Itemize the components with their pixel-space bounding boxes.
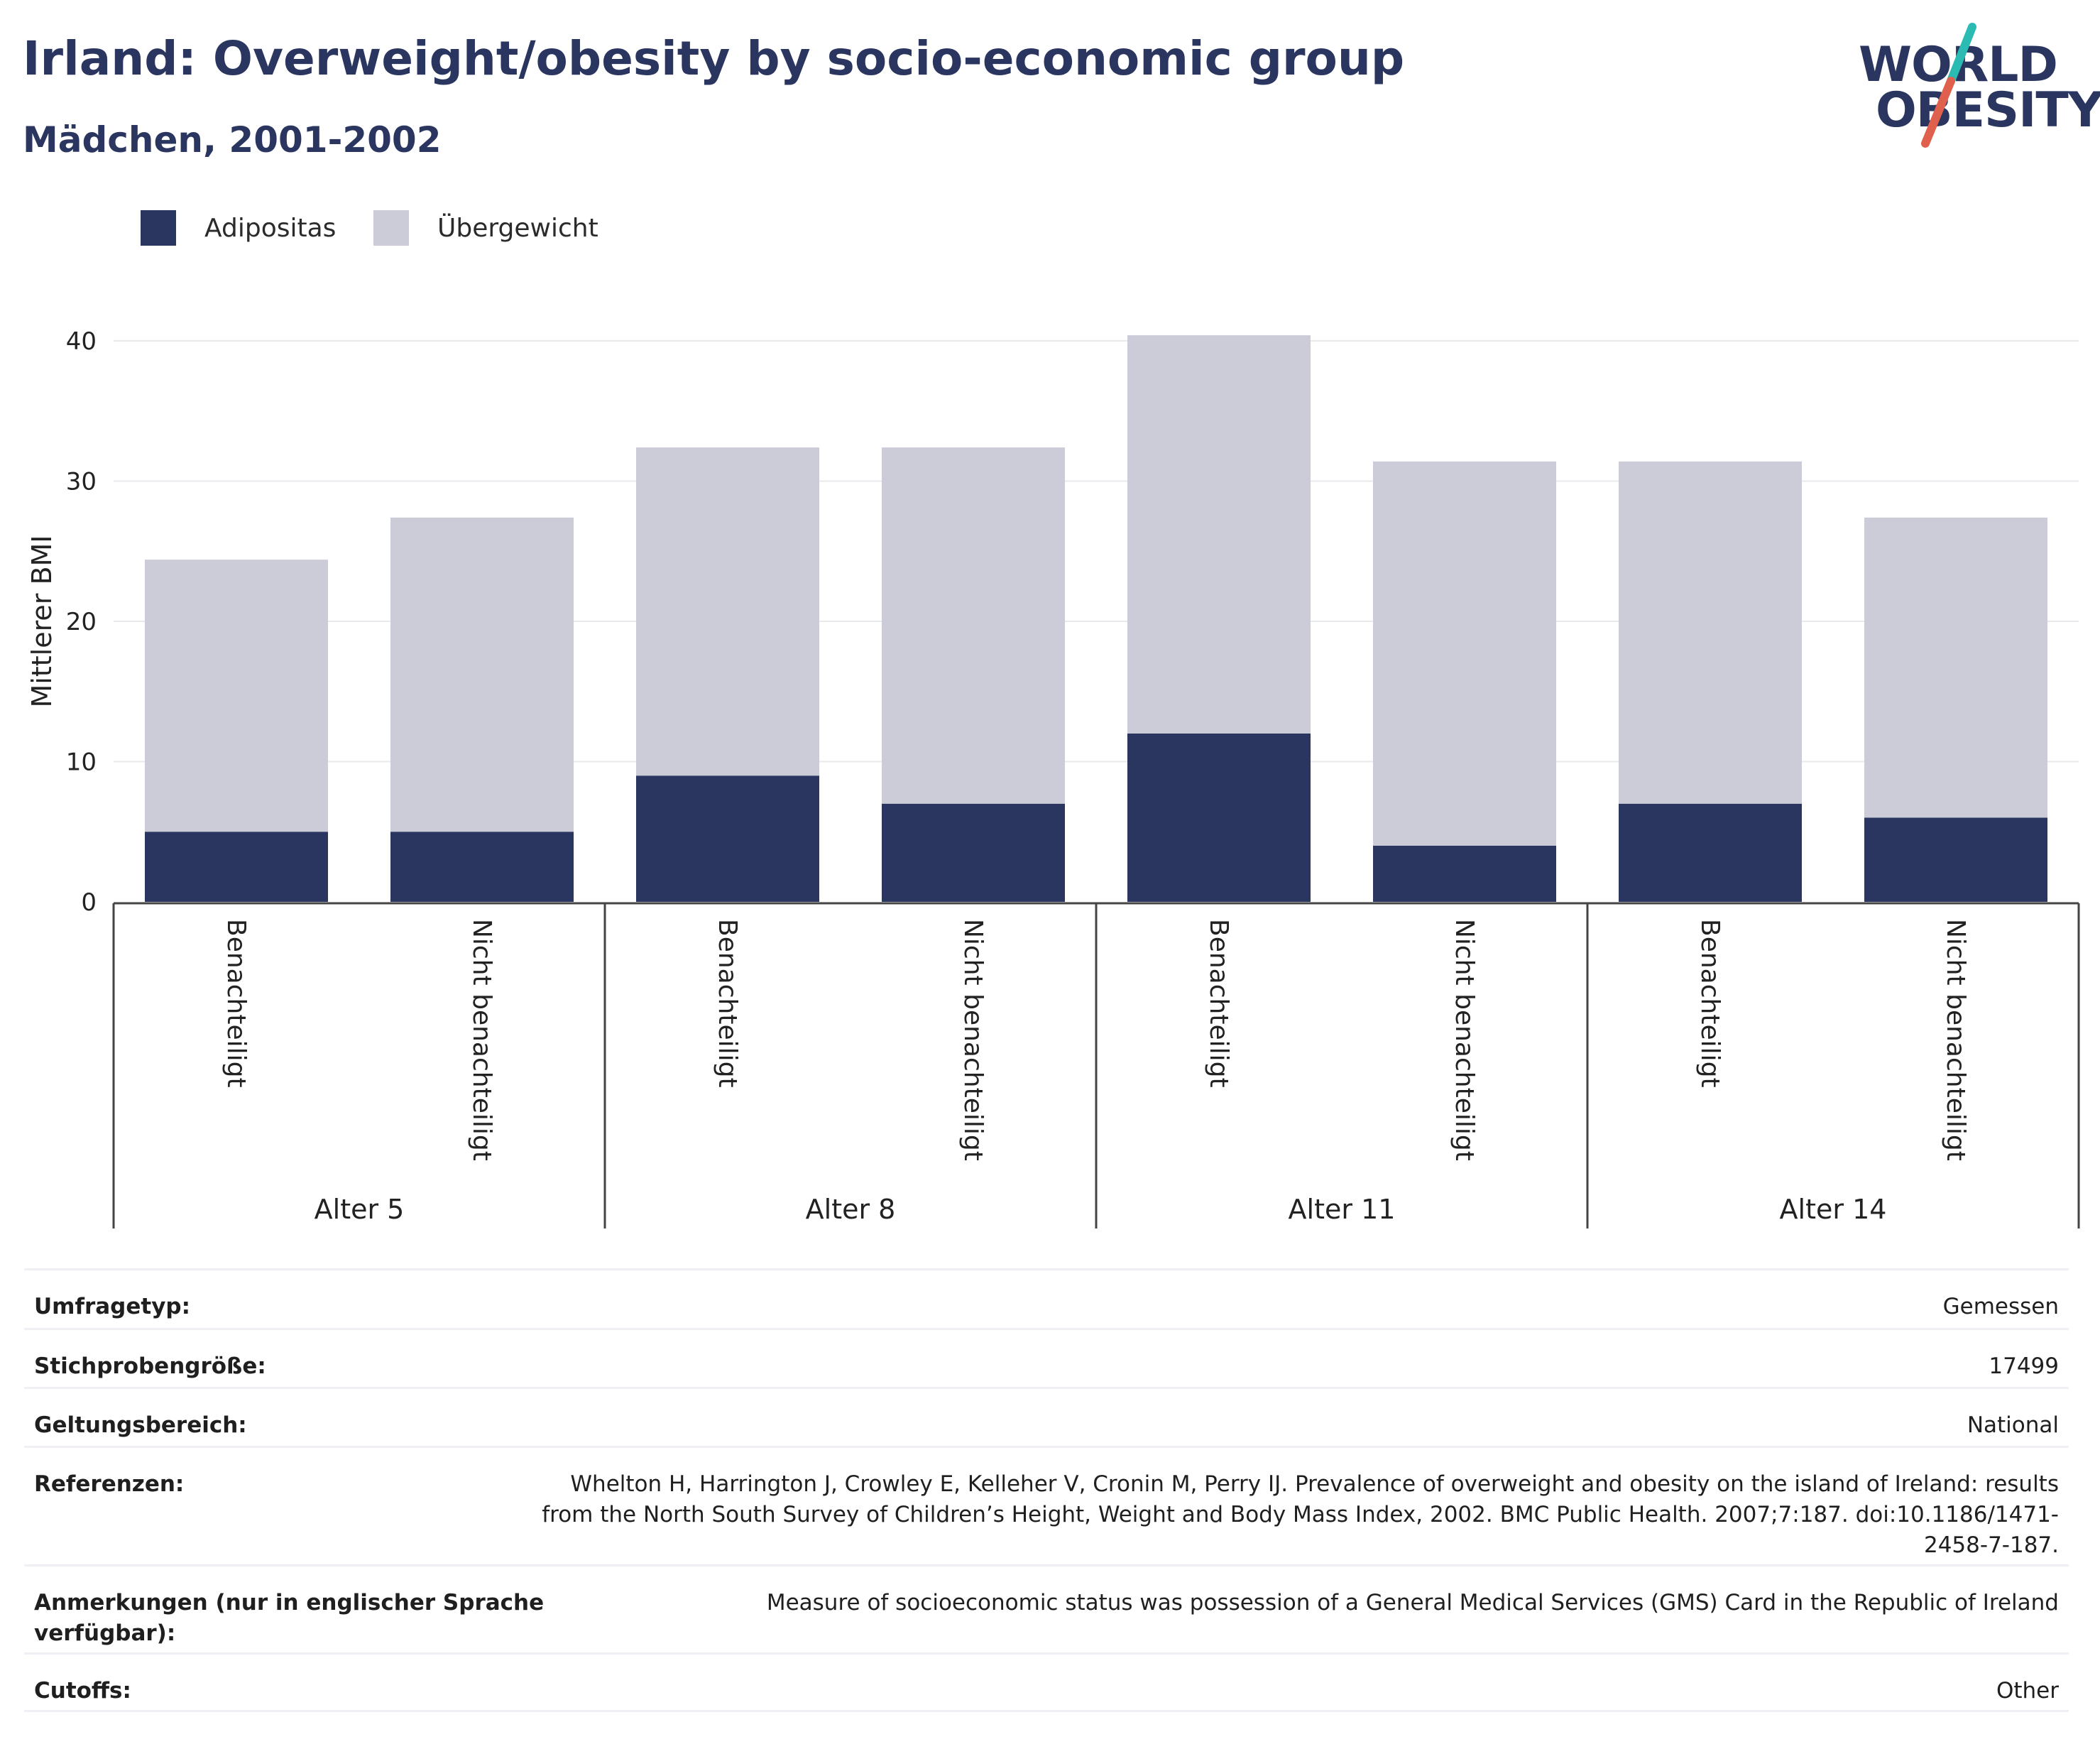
- bar-adipositas[interactable]: [145, 832, 328, 902]
- meta-row-coverage: Geltungsbereich: National: [24, 1387, 2069, 1446]
- x-category-label: Nicht benachteiligt: [958, 919, 988, 1161]
- bar-uebergewicht[interactable]: [882, 447, 1065, 804]
- meta-value: Measure of socioeconomic status was poss…: [766, 1590, 2059, 1615]
- meta-label: Geltungsbereich:: [34, 1412, 247, 1438]
- bar-uebergewicht[interactable]: [1127, 335, 1311, 734]
- meta-value: 17499: [1989, 1353, 2059, 1379]
- legend-label-adipositas: Adipositas: [204, 213, 337, 243]
- x-category-label: Benachteiligt: [1204, 919, 1233, 1088]
- x-category-label: Nicht benachteiligt: [1450, 919, 1479, 1161]
- page-title: Irland: Overweight/obesity by socio-econ…: [23, 31, 1405, 86]
- y-tick-label: 10: [66, 748, 97, 777]
- meta-row-notes: Anmerkungen (nur in englischer Sprache v…: [24, 1564, 2069, 1652]
- meta-value: National: [1967, 1412, 2059, 1438]
- meta-value: Gemessen: [1942, 1294, 2059, 1319]
- bar-uebergewicht[interactable]: [636, 447, 819, 776]
- x-group-label: Alter 14: [1780, 1194, 1887, 1225]
- x-category-label: Nicht benachteiligt: [1941, 919, 1970, 1161]
- bar-chart: 0 10 20 30 40 Mittlerer BMI Benachteiligt Nicht…: [26, 327, 2080, 1228]
- x-category-label: Nicht benachteiligt: [467, 919, 496, 1161]
- bar-adipositas[interactable]: [1373, 846, 1556, 902]
- meta-value: Other: [1996, 1678, 2059, 1704]
- bar-adipositas[interactable]: [636, 775, 819, 902]
- x-category-label: Benachteiligt: [713, 919, 742, 1088]
- y-tick-label: 0: [81, 888, 97, 917]
- y-tick-label: 30: [66, 468, 97, 496]
- meta-label: Referenzen:: [34, 1471, 185, 1497]
- bar-uebergewicht[interactable]: [390, 517, 574, 832]
- x-group-label: Alter 8: [806, 1194, 896, 1225]
- y-tick-label: 40: [66, 327, 97, 356]
- meta-label: Umfragetyp:: [34, 1294, 190, 1319]
- page-subtitle: Mädchen, 2001-2002: [23, 119, 442, 160]
- bar-uebergewicht[interactable]: [1619, 461, 1802, 804]
- legend-label-uebergewicht: Übergewicht: [437, 213, 598, 243]
- x-category-label: Benachteiligt: [1695, 919, 1724, 1088]
- logo-text-obesity: OBESITY: [1876, 82, 2100, 138]
- bar-uebergewicht[interactable]: [145, 560, 328, 832]
- meta-label: Stichprobengröße:: [34, 1353, 266, 1379]
- bar-adipositas[interactable]: [882, 803, 1065, 902]
- world-obesity-logo: WORLD OBESITY: [1846, 21, 2100, 156]
- meta-label: Anmerkungen (nur in englischer Sprache v…: [34, 1590, 545, 1646]
- y-tick-label: 20: [66, 608, 97, 636]
- meta-row-sample-size: Stichprobengröße: 17499: [24, 1328, 2069, 1387]
- logo-slash-icon: [1921, 23, 1976, 148]
- x-group-label: Alter 11: [1289, 1194, 1396, 1225]
- bar-adipositas[interactable]: [390, 832, 574, 902]
- legend-item-adipositas[interactable]: Adipositas: [141, 210, 336, 246]
- legend-item-uebergewicht[interactable]: Übergewicht: [373, 210, 598, 246]
- x-group-label: Alter 5: [315, 1194, 405, 1225]
- meta-value: Whelton H, Harrington J, Crowley E, Kell…: [542, 1471, 2059, 1558]
- y-axis-title: Mittlerer BMI: [26, 535, 58, 707]
- metadata-table: Umfragetyp: Gemessen Stichprobengröße: 1…: [24, 1268, 2069, 1712]
- bar-adipositas[interactable]: [1864, 817, 2047, 903]
- legend-swatch-adipositas: [141, 210, 176, 246]
- meta-label: Cutoffs:: [34, 1678, 131, 1704]
- bar-uebergewicht[interactable]: [1373, 461, 1556, 846]
- bar-uebergewicht[interactable]: [1864, 517, 2047, 818]
- x-category-label: Benachteiligt: [222, 919, 251, 1088]
- meta-row-cutoffs: Cutoffs: Other: [24, 1652, 2069, 1712]
- meta-row-references: Referenzen: Whelton H, Harrington J, Cro…: [24, 1446, 2069, 1564]
- bar-adipositas[interactable]: [1127, 734, 1311, 902]
- legend-swatch-uebergewicht: [373, 210, 409, 246]
- meta-row-survey-type: Umfragetyp: Gemessen: [24, 1268, 2069, 1328]
- bar-adipositas[interactable]: [1619, 803, 1802, 902]
